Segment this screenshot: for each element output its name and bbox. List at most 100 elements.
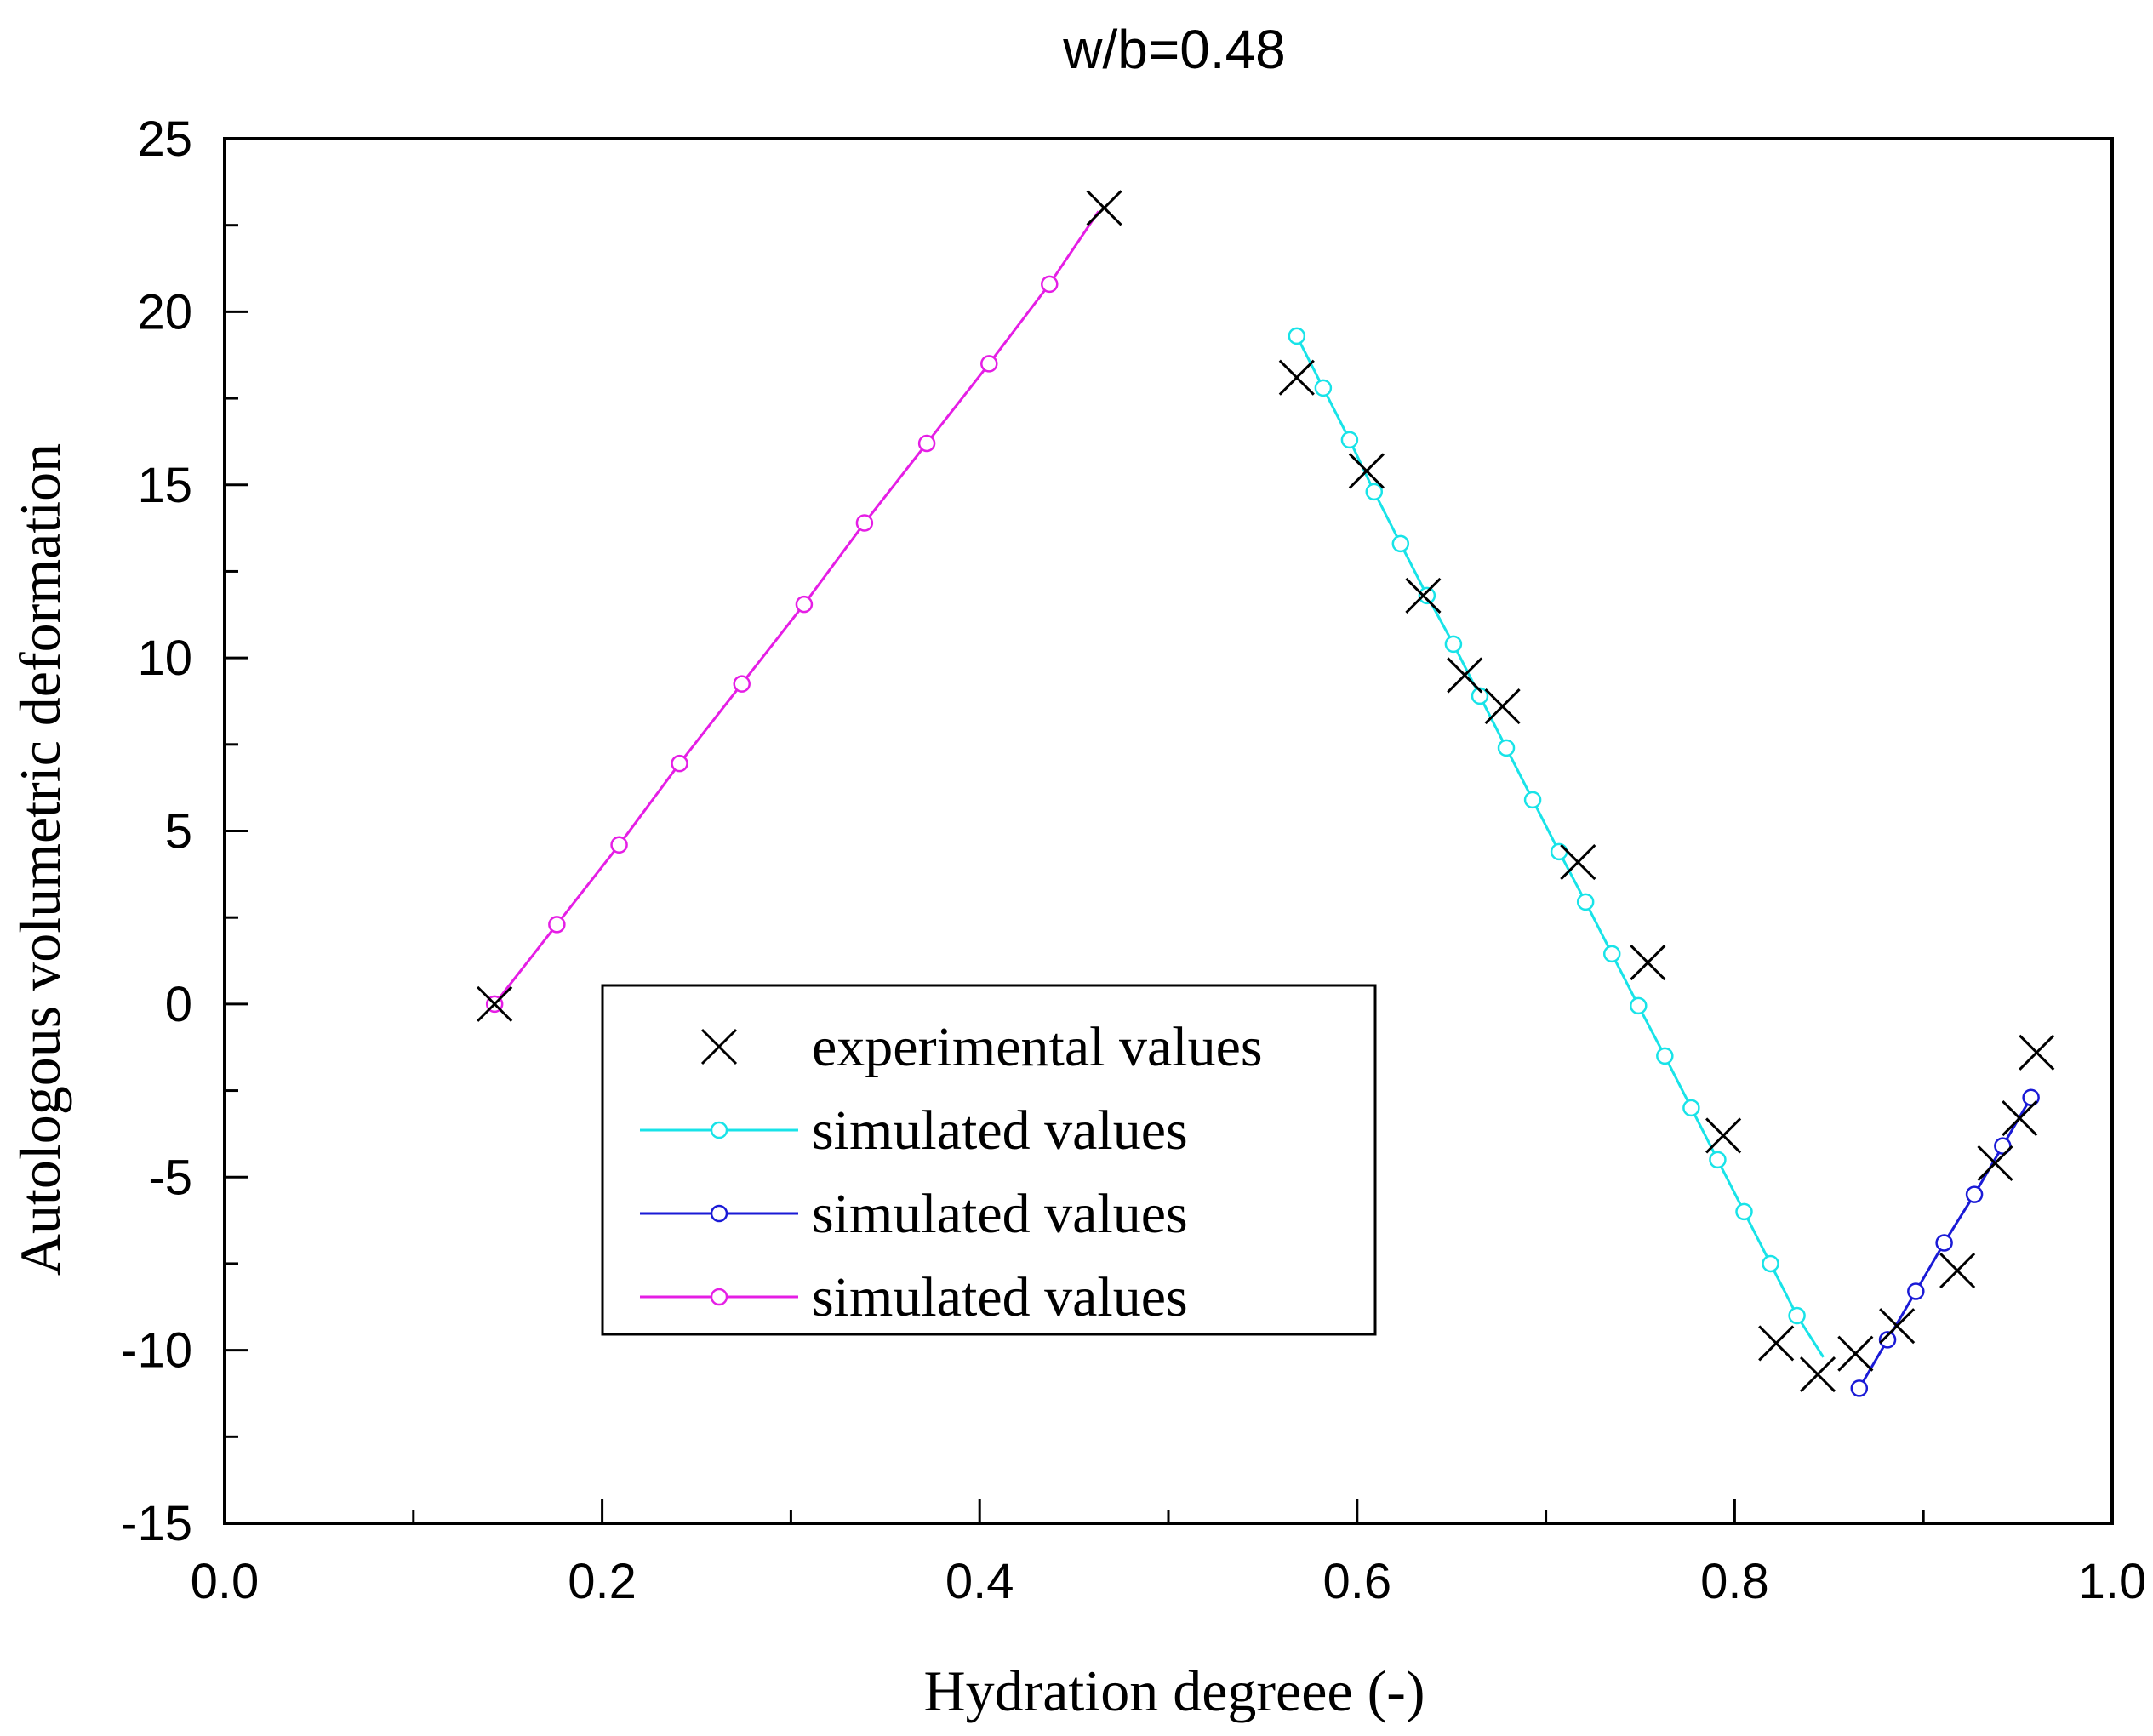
- legend: experimental values simulated values simul…: [601, 984, 1377, 1336]
- plot-layer: [477, 190, 2055, 1397]
- y-tick-label: -5: [148, 1150, 192, 1205]
- cross-stroke: [477, 985, 513, 1022]
- simulated-point: [1418, 586, 1436, 605]
- series-2: [1850, 1088, 2040, 1397]
- cross-stroke: [1837, 1335, 1874, 1372]
- chart-title: w/b=0.48: [1062, 19, 1286, 80]
- y-tick-label: 25: [137, 111, 192, 167]
- experimental-point: [1630, 945, 1666, 981]
- cross-stroke: [1484, 688, 1521, 725]
- simulated-point: [1965, 1185, 1984, 1203]
- experimental-point: [1705, 1117, 1742, 1154]
- experimental-point: [477, 985, 513, 1022]
- y-tick-label: -15: [121, 1496, 192, 1551]
- cross-stroke: [1879, 1308, 1916, 1345]
- simulated-point: [1471, 687, 1489, 705]
- y-tick-label: 0: [165, 977, 192, 1032]
- x-tick-label: 0.0: [191, 1554, 260, 1609]
- simulated-point: [671, 754, 688, 773]
- cross-stroke: [1278, 359, 1315, 396]
- cross-stroke: [1447, 657, 1483, 694]
- simulated-point: [1365, 483, 1384, 501]
- y-tick-label: 20: [137, 284, 192, 340]
- simulated-point: [1735, 1202, 1753, 1221]
- cross-stroke: [1630, 945, 1666, 981]
- simulated-point: [1041, 275, 1059, 294]
- legend-label: simulated values: [812, 1099, 1188, 1162]
- simulated-point: [733, 675, 751, 693]
- simulated-point: [1935, 1234, 1953, 1252]
- experimental-point: [1484, 688, 1521, 725]
- legend-entry: experimental values: [700, 1016, 1263, 1078]
- y-tick-label: 5: [165, 804, 192, 859]
- simulated-point: [610, 836, 628, 854]
- simulated-point: [1850, 1379, 1869, 1397]
- cross-stroke: [1560, 844, 1596, 881]
- simulated-point: [1994, 1137, 2012, 1155]
- x-axis-label: Hydration degreee (-): [923, 1659, 1425, 1723]
- simulated-point: [1314, 379, 1333, 397]
- experimental-point: [1837, 1335, 1874, 1372]
- experimental-point: [1758, 1325, 1795, 1362]
- y-tick-label: -10: [121, 1323, 192, 1379]
- x-tick-label: 0.2: [568, 1554, 637, 1609]
- cross-stroke: [700, 1028, 738, 1065]
- legend-label: experimental values: [812, 1016, 1263, 1078]
- legend-entry: simulated values: [640, 1183, 1188, 1245]
- legend-box: [601, 984, 1377, 1336]
- simulated-point: [1788, 1306, 1806, 1325]
- simulated-point: [980, 355, 998, 373]
- x-tick-label: 1.0: [2078, 1554, 2147, 1609]
- cross-stroke: [1086, 190, 1122, 226]
- cross-stroke: [1977, 1145, 2013, 1182]
- simulated-point: [1340, 431, 1359, 449]
- cross-stroke: [1758, 1325, 1795, 1362]
- legend-symbol: [700, 1028, 738, 1065]
- y-tick-labels: 25 20 15 10 5 0 -5 -10 -15: [121, 111, 192, 1551]
- cross-stroke: [1799, 1356, 1836, 1393]
- legend-symbol: [710, 1204, 728, 1223]
- cross-stroke: [2002, 1100, 2038, 1137]
- simulated-point: [795, 595, 814, 614]
- simulated-point: [1576, 893, 1595, 911]
- legend-entry: simulated values: [640, 1266, 1188, 1328]
- simulated-point: [1288, 327, 1306, 345]
- series-3: [485, 210, 1100, 1014]
- series-1: [1288, 327, 1825, 1358]
- experimental-point: [1560, 844, 1596, 881]
- simulated-point: [855, 514, 874, 532]
- legend-entry: simulated values: [640, 1099, 1188, 1162]
- simulated-point: [1523, 791, 1542, 809]
- x-tick-labels: 0.0 0.2 0.4 0.6 0.8 1.0: [191, 1554, 2147, 1609]
- y-tick-label: 15: [137, 458, 192, 513]
- simulated-point: [1709, 1151, 1727, 1169]
- experimental-point: [1278, 359, 1315, 396]
- simulated-point: [548, 916, 566, 934]
- plot-frame: [223, 137, 2114, 1525]
- experimental-point: [1939, 1253, 1976, 1289]
- legend-label: simulated values: [812, 1183, 1188, 1245]
- cross-stroke: [1405, 577, 1442, 614]
- experimental-point: [1799, 1356, 1836, 1393]
- experimental-point: [1447, 657, 1483, 694]
- experimental-point: [1977, 1145, 2013, 1182]
- y-tick-label: 10: [137, 631, 192, 686]
- y-axis-label: Autologous volumetric deformation: [8, 443, 72, 1276]
- x-tick-label: 0.6: [1322, 1554, 1391, 1609]
- cross-stroke: [1705, 1117, 1742, 1154]
- simulated-point: [1444, 635, 1463, 654]
- cross-stroke: [1348, 453, 1385, 489]
- experimental-point: [1405, 577, 1442, 614]
- legend-label: simulated values: [812, 1266, 1188, 1328]
- simulated-point: [1907, 1282, 1925, 1300]
- experimental-point: [1086, 190, 1122, 226]
- simulated-point: [1878, 1331, 1897, 1349]
- x-tick-label: 0.8: [1700, 1554, 1769, 1609]
- simulated-point: [1391, 534, 1410, 553]
- legend-symbol: [710, 1288, 728, 1306]
- series-0: [477, 190, 2055, 1393]
- experimental-point: [2002, 1100, 2038, 1137]
- simulated-point: [1602, 945, 1621, 963]
- simulated-point: [1762, 1254, 1779, 1273]
